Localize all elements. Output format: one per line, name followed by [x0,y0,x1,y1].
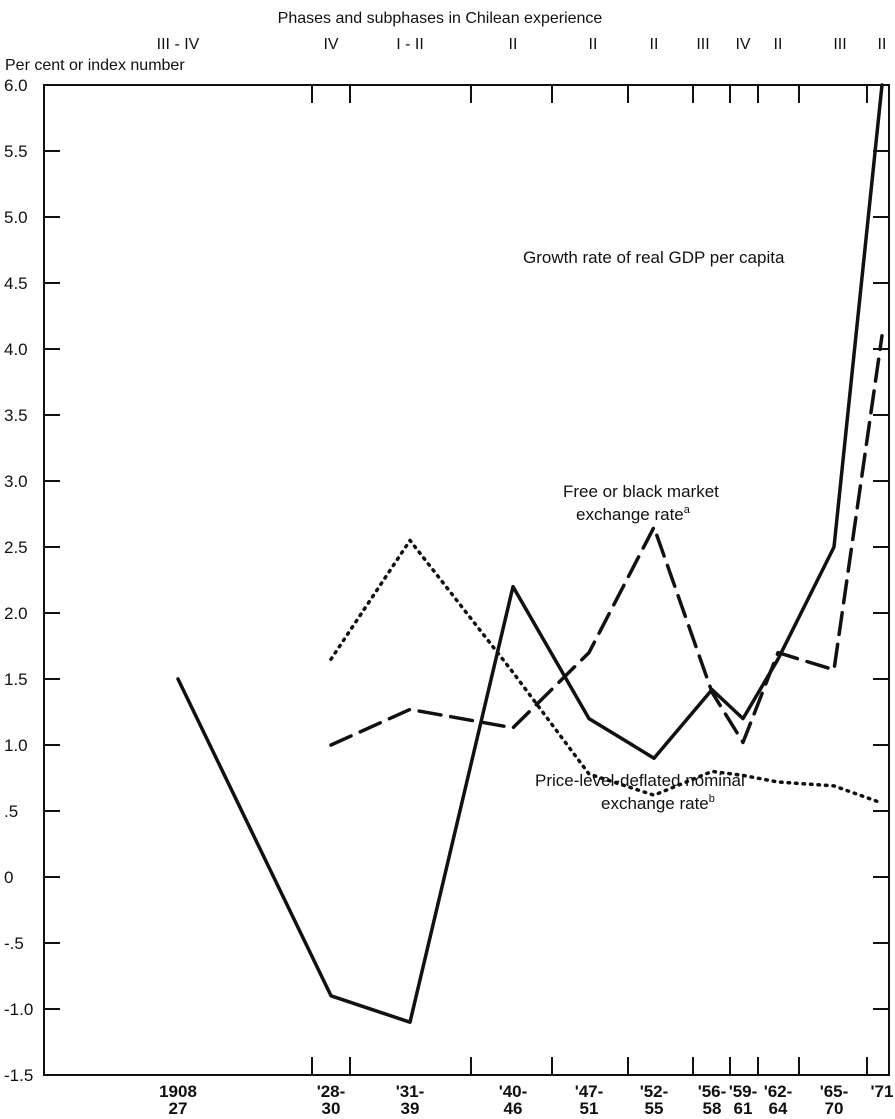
x-tick-label-bottom: 46 [504,1099,523,1118]
y-tick-label: 1.5 [4,670,28,689]
phase-label: II [878,36,887,53]
x-tick-label-bottom: 64 [769,1099,788,1118]
x-tick-label-top: '56- [698,1082,727,1101]
y-tick-label: 2.0 [4,604,28,623]
y-tick-label: .5 [4,802,18,821]
y-tick-label: 5.5 [4,142,28,161]
phase-label: II [650,36,659,53]
x-tick-label-top: '47- [575,1082,604,1101]
x-tick-label-bottom: 27 [169,1099,188,1118]
phase-label: III - IV [157,36,200,53]
phase-label: I - II [396,36,424,53]
y-axis-label: Per cent or index number [5,57,185,74]
x-tick-label-top: '65- [820,1082,849,1101]
series-line-dashed [329,334,884,747]
series-line-dotted [329,538,884,805]
x-tick-label-bottom: 58 [703,1099,722,1118]
x-tick-label-top: '31- [396,1082,425,1101]
x-tick-label-top: 1908 [159,1082,197,1101]
chart-title: Phases and subphases in Chilean experien… [278,10,603,27]
y-tick-label: 5.0 [4,208,28,227]
x-tick-label-bottom: 55 [645,1099,664,1118]
legend-label-deflated-line1: Price-level-deflated nominal [535,771,745,790]
y-axis-ticks: 5.5 5.0 4.5 4.0 3.5 3.0 2.5 2.0 1.5 1.0 .5 0 -.5 -1.0… [4,76,889,1085]
x-tick-label-top: '62- [764,1082,793,1101]
phase-label: II [509,36,518,53]
phase-label: IV [735,36,750,53]
footnote-a: a [684,504,691,516]
x-tick-label-bottom: 51 [580,1099,599,1118]
x-tick-label-top: '59- [729,1082,758,1101]
phase-label: III [696,36,709,53]
y-tick-label: 2.5 [4,538,28,557]
series-line-solid [176,83,884,1024]
legend-label-free-market-line2: exchange ratea [576,504,691,524]
plot-frame [43,84,890,1076]
legend-label-free-market-line1: Free or black market [563,482,719,501]
phase-label: II [774,36,783,53]
y-tick-label: -.5 [4,934,24,953]
phase-label: III [833,36,846,53]
x-tick-label-top: '71 [871,1082,894,1101]
x-tick-label-top: '40- [499,1082,528,1101]
x-tick-label-bottom: 30 [322,1099,341,1118]
y-tick-label: 6.0 [4,76,28,95]
phase-labels: III - IV IV I - II II II II III IV II III II [157,36,887,53]
x-tick-label-bottom: 39 [401,1099,420,1118]
legend-label-gdp: Growth rate of real GDP per capita [523,248,785,267]
y-tick-label: 0 [4,868,13,887]
y-tick-label: 3.0 [4,472,28,491]
y-tick-label: 3.5 [4,406,28,425]
footnote-b: b [709,793,715,805]
legend-label-deflated-line2: exchange rateb [601,793,715,813]
phase-label: II [589,36,598,53]
y-tick-label: -1.5 [4,1066,33,1085]
x-tick-label-bottom: 61 [734,1099,753,1118]
y-tick-label: 4.5 [4,274,28,293]
y-tick-label: 1.0 [4,736,28,755]
x-tick-label-bottom: 70 [825,1099,844,1118]
x-tick-label-top: '52- [640,1082,669,1101]
y-tick-label: 4.0 [4,340,28,359]
series-lines [176,83,884,1024]
phase-label: IV [323,36,338,53]
x-tick-label-top: '28- [317,1082,346,1101]
y-tick-label: -1.0 [4,1000,33,1019]
